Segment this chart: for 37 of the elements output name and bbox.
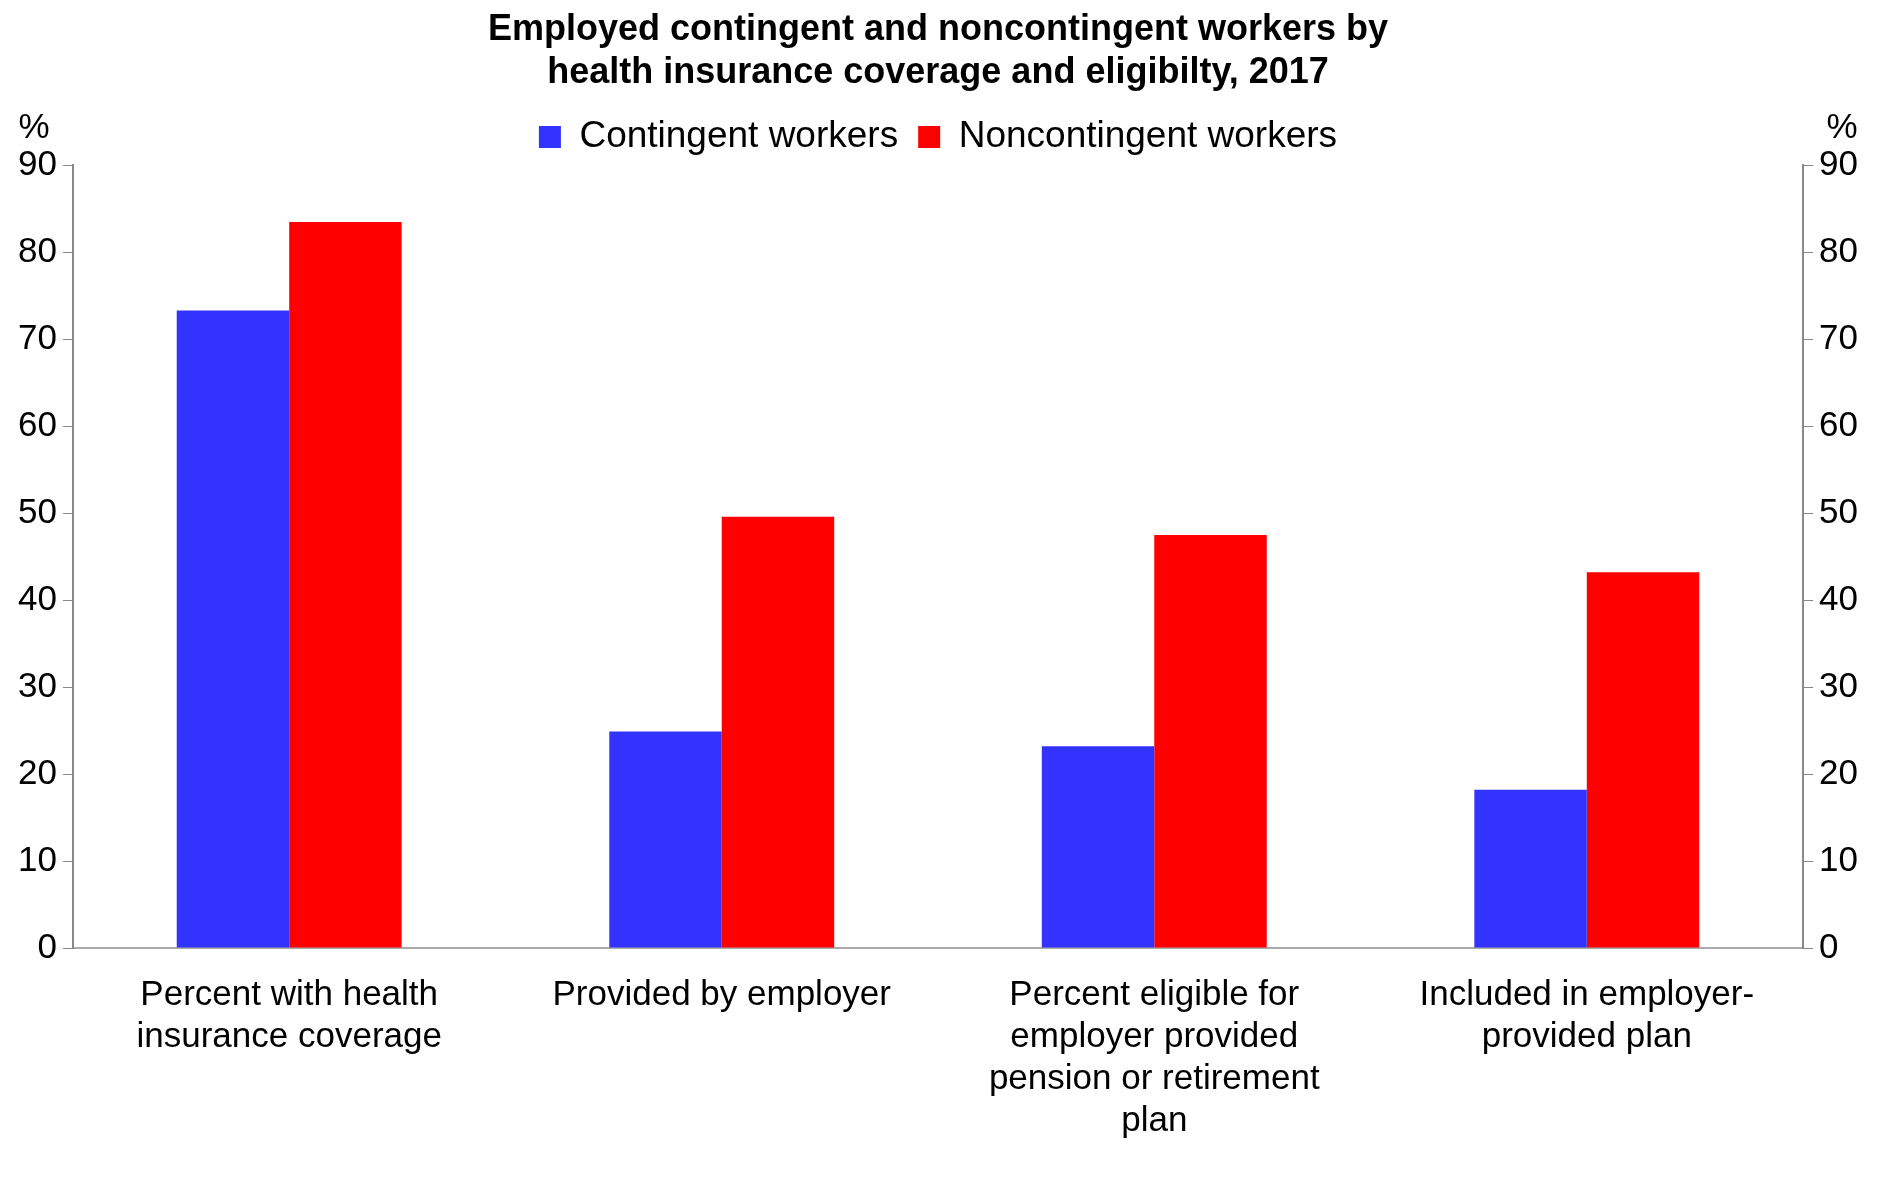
bar	[609, 731, 722, 948]
y-axis-title: %	[18, 105, 50, 145]
y-tick-label: 60	[17, 403, 57, 443]
y-tick-label: 80	[17, 230, 57, 270]
y2-tick-label: 60	[1819, 403, 1859, 443]
bar	[176, 310, 290, 948]
y2-tick-label: 30	[1819, 664, 1859, 704]
y-tick-label: 0	[37, 925, 57, 965]
y-tick-label: 70	[17, 316, 57, 356]
x-tick-label: Percent with health insurance coverage	[136, 972, 442, 1054]
x-tick-label: Included in employer-provided plan	[1419, 972, 1755, 1054]
bar	[1474, 789, 1587, 948]
y2-tick-label: 80	[1819, 230, 1859, 270]
bar	[1041, 746, 1155, 948]
legend-label: Noncontingent workers	[958, 114, 1338, 156]
bar	[721, 516, 835, 948]
legend-label: Contingent workers	[579, 114, 899, 156]
y-tick-label: 50	[17, 490, 57, 530]
y-tick-label: 30	[17, 664, 57, 704]
y-tick-label: 40	[17, 577, 57, 617]
x-tick-label: Percent eligible for employer provided pension or retirement plan	[988, 972, 1320, 1138]
y2-tick-label: 50	[1819, 490, 1859, 530]
bar	[289, 221, 402, 948]
bar	[1586, 572, 1700, 948]
y-tick-label: 10	[17, 838, 57, 878]
y2-tick-label: 40	[1819, 577, 1859, 617]
y2-tick-label: 90	[1819, 143, 1859, 183]
chart-title: Employed contingent and noncontingent workers by health insurance coverage and eligibilty, 2017	[487, 6, 1389, 91]
y2-tick-label: 10	[1819, 838, 1859, 878]
y2-tick-label: 70	[1819, 316, 1859, 356]
y-tick-label: 20	[17, 751, 57, 791]
y2-tick-label: 0	[1819, 925, 1839, 965]
y2-tick-label: 20	[1819, 751, 1859, 791]
y-tick-label: 90	[17, 143, 57, 183]
y2-axis-title: %	[1826, 105, 1858, 145]
bar	[1154, 534, 1267, 948]
x-tick-label: Provided by employer	[552, 972, 892, 1012]
